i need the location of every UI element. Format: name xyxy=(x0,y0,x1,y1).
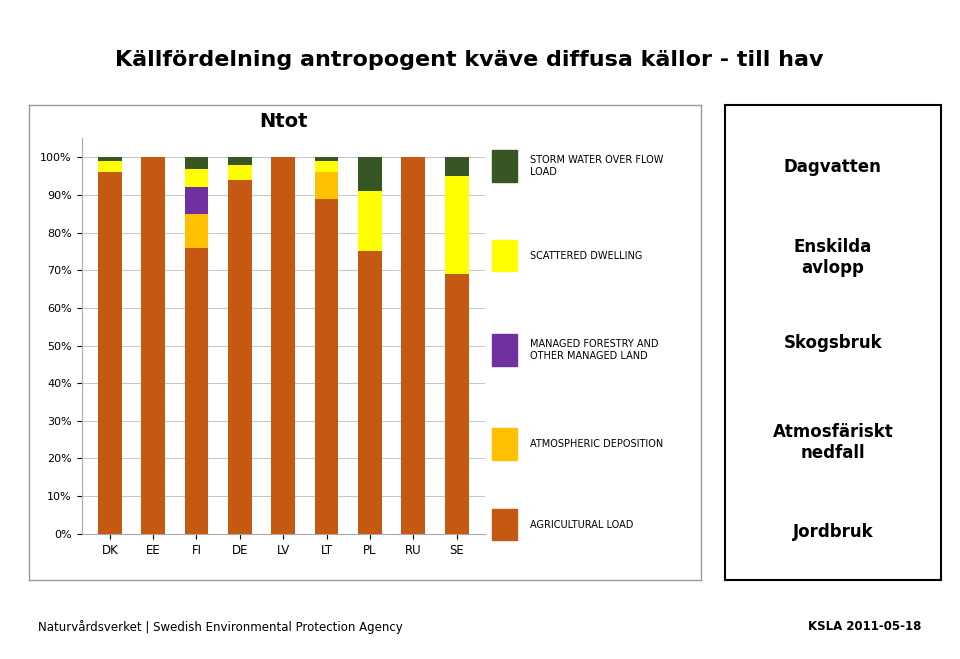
Bar xyxy=(184,158,208,169)
Bar xyxy=(98,161,122,172)
Bar xyxy=(492,334,517,366)
Text: SCATTERED DWELLING: SCATTERED DWELLING xyxy=(530,250,642,261)
Text: ATMOSPHERIC DEPOSITION: ATMOSPHERIC DEPOSITION xyxy=(530,439,662,449)
Bar xyxy=(401,158,425,534)
Text: Skogsbruk: Skogsbruk xyxy=(783,333,882,352)
Bar xyxy=(444,176,468,274)
Bar xyxy=(358,191,382,251)
Text: AGRICULTURAL LOAD: AGRICULTURAL LOAD xyxy=(530,519,633,530)
Bar xyxy=(315,198,339,534)
Text: STORM WATER OVER FLOW
LOAD: STORM WATER OVER FLOW LOAD xyxy=(530,156,663,177)
Bar xyxy=(358,251,382,534)
Bar xyxy=(492,428,517,459)
Text: KSLA 2011-05-18: KSLA 2011-05-18 xyxy=(808,620,922,633)
Text: Källfördelning antropogent kväve diffusa källor - till hav: Källfördelning antropogent kväve diffusa… xyxy=(115,50,824,70)
Text: Atmosfäriskt
nedfall: Atmosfäriskt nedfall xyxy=(773,423,893,462)
Text: Jordbruk: Jordbruk xyxy=(793,523,873,542)
Title: Ntot: Ntot xyxy=(259,112,307,131)
Text: MANAGED FORESTRY AND
OTHER MANAGED LAND: MANAGED FORESTRY AND OTHER MANAGED LAND xyxy=(530,339,658,360)
Text: Enskilda
avlopp: Enskilda avlopp xyxy=(794,238,872,277)
Bar xyxy=(272,158,295,534)
Bar xyxy=(444,274,468,534)
Text: VERKET: VERKET xyxy=(36,67,76,76)
Bar xyxy=(492,150,517,182)
FancyBboxPatch shape xyxy=(725,105,941,580)
Text: VÅRDS: VÅRDS xyxy=(38,47,74,56)
Bar xyxy=(184,214,208,248)
Bar xyxy=(228,180,252,534)
Bar xyxy=(492,509,517,540)
Bar xyxy=(228,165,252,180)
Bar xyxy=(98,172,122,534)
Bar xyxy=(358,158,382,191)
Bar xyxy=(444,158,468,176)
Bar xyxy=(315,161,339,172)
Bar xyxy=(228,158,252,165)
Bar xyxy=(492,240,517,272)
Bar xyxy=(98,158,122,161)
Bar xyxy=(184,169,208,187)
Bar xyxy=(184,187,208,214)
Bar xyxy=(141,158,165,534)
Text: NATUR: NATUR xyxy=(39,28,73,37)
Bar xyxy=(315,158,339,161)
Text: Dagvatten: Dagvatten xyxy=(784,158,881,176)
Bar xyxy=(315,172,339,198)
Text: Naturvårdsverket | Swedish Environmental Protection Agency: Naturvårdsverket | Swedish Environmental… xyxy=(38,619,403,634)
Bar xyxy=(184,248,208,534)
